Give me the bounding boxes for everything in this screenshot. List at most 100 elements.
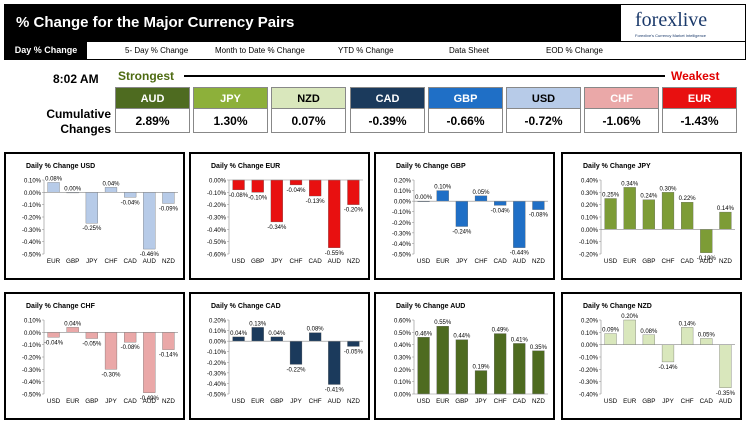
category-label: AUD	[700, 258, 714, 265]
y-tick-label: -0.30%	[579, 380, 599, 386]
bar	[604, 198, 617, 230]
currency-code: JPY	[193, 87, 268, 109]
category-label: GBP	[66, 258, 79, 265]
cumulative-changes-label: Cumulative Changes	[39, 107, 111, 137]
y-tick-label: 0.40%	[394, 343, 412, 349]
chart-title: Daily % Change USD	[26, 163, 95, 170]
bar	[124, 192, 137, 198]
chart-panel-gbp: Daily % Change GBP 0.20% 0.10% 0.00% -0.10% -…	[374, 152, 555, 280]
data-label: 0.14%	[679, 321, 697, 327]
category-label: USD	[417, 398, 431, 405]
bar	[532, 200, 545, 210]
bar	[232, 336, 245, 342]
data-label: -0.05%	[344, 349, 364, 355]
y-tick-label: -0.50%	[207, 393, 227, 399]
y-tick-label: -0.60%	[207, 253, 227, 259]
data-label: -0.08%	[121, 345, 141, 351]
ranking-cell-aud: AUD 2.89%	[115, 87, 190, 135]
y-tick-label: 0.10%	[209, 329, 227, 335]
cumulative-value: -0.39%	[350, 109, 425, 133]
data-label: 0.08%	[307, 327, 325, 333]
bar	[289, 340, 303, 365]
category-label: EUR	[66, 398, 80, 405]
y-tick-label: 0.40%	[581, 179, 599, 185]
data-label: -0.24%	[452, 230, 472, 236]
category-label: GBP	[455, 398, 468, 405]
ranking-cell-chf: CHF -1.06%	[584, 87, 659, 135]
y-tick-label: -0.40%	[22, 240, 42, 246]
tab-eod-change[interactable]: EOD % Change	[546, 46, 603, 55]
y-tick-label: 0.00%	[581, 343, 599, 349]
y-tick-label: 0.20%	[394, 368, 412, 374]
tab-data-sheet[interactable]: Data Sheet	[449, 46, 490, 55]
cumulative-label-line-2: Changes	[60, 122, 111, 136]
title-bar: % Change for the Major Currency Pairs fo…	[4, 4, 746, 42]
logo-tagline: Forexlive's Currency Market Intelligence	[635, 33, 707, 38]
data-label: 0.08%	[640, 329, 658, 335]
y-tick-label: 0.20%	[394, 179, 412, 185]
data-label: -0.55%	[325, 251, 345, 257]
chart-panel-usd: Daily % Change USD 0.10% 0.00% -0.10% -0.20%…	[4, 152, 185, 280]
bar	[143, 192, 156, 250]
y-tick-label: -0.20%	[207, 203, 227, 209]
currency-code: NZD	[271, 87, 346, 109]
y-tick-label: 0.10%	[581, 331, 599, 337]
category-label: NZD	[162, 258, 175, 265]
category-label: AUD	[143, 258, 157, 265]
data-label: 0.20%	[621, 314, 639, 320]
y-tick-label: 0.30%	[394, 356, 412, 362]
y-tick-label: 0.10%	[24, 179, 42, 185]
bar	[642, 199, 655, 230]
y-tick-label: 0.00%	[209, 179, 227, 185]
cumulative-value: -1.06%	[584, 109, 659, 133]
category-label: EUR	[436, 258, 450, 265]
data-label: 0.49%	[492, 328, 510, 334]
logo-text: forexlive	[635, 9, 708, 31]
y-tick-label: 0.20%	[581, 319, 599, 325]
bar	[124, 332, 137, 343]
category-label: EUR	[47, 258, 61, 265]
category-label: JPY	[86, 258, 98, 265]
chart-title: Daily % Change AUD	[396, 303, 465, 310]
tab-5-day-change[interactable]: 5- Day % Change	[125, 46, 189, 55]
data-label: -0.09%	[159, 206, 179, 212]
chart-panel-nzd: Daily % Change NZD 0.20% 0.10% 0.00% -0.10% -…	[561, 292, 742, 420]
bar	[455, 200, 468, 227]
bar	[270, 336, 283, 342]
ranking-divider	[184, 75, 665, 77]
tab-day-change[interactable]: Day % Change	[5, 42, 87, 59]
y-tick-label: 0.00%	[24, 191, 42, 197]
y-tick-label: -0.10%	[579, 356, 599, 362]
bar	[436, 190, 449, 202]
cumulative-value: -0.66%	[428, 109, 503, 133]
data-label: -0.34%	[267, 225, 287, 231]
data-label: 0.09%	[602, 328, 620, 334]
category-label: CAD	[123, 398, 137, 405]
tab-month-to-date-change[interactable]: Month to Date % Change	[215, 46, 305, 55]
chart-chf: Daily % Change CHF 0.10% 0.00% -0.10% -0.20%…	[22, 303, 179, 405]
currency-code: CHF	[584, 87, 659, 109]
bar	[143, 332, 156, 393]
bar	[289, 179, 303, 186]
y-tick-label: 0.00%	[209, 340, 227, 346]
y-tick-label: -0.30%	[392, 231, 412, 237]
data-label: -0.05%	[82, 342, 102, 348]
bar	[417, 337, 430, 395]
chart-title: Daily % Change GBP	[396, 163, 466, 170]
category-label: AUD	[513, 258, 527, 265]
tab-ytd-change[interactable]: YTD % Change	[338, 46, 394, 55]
bar	[347, 340, 360, 347]
chart-eur: Daily % Change EUR 0.00% -0.10% -0.20% -0.30…	[207, 163, 364, 265]
bar	[309, 332, 322, 342]
category-label: EUR	[251, 398, 265, 405]
currency-code: GBP	[428, 87, 503, 109]
currency-code: USD	[506, 87, 581, 109]
category-label: CHF	[105, 258, 118, 265]
category-label: JPY	[290, 398, 302, 405]
bar	[47, 182, 60, 193]
data-label: -0.04%	[121, 200, 141, 206]
category-label: CHF	[681, 398, 694, 405]
forexlive-logo[interactable]: forexlive Forexlive's Currency Market In…	[620, 4, 746, 42]
y-tick-label: -0.30%	[207, 371, 227, 377]
y-tick-label: -0.10%	[579, 240, 599, 246]
